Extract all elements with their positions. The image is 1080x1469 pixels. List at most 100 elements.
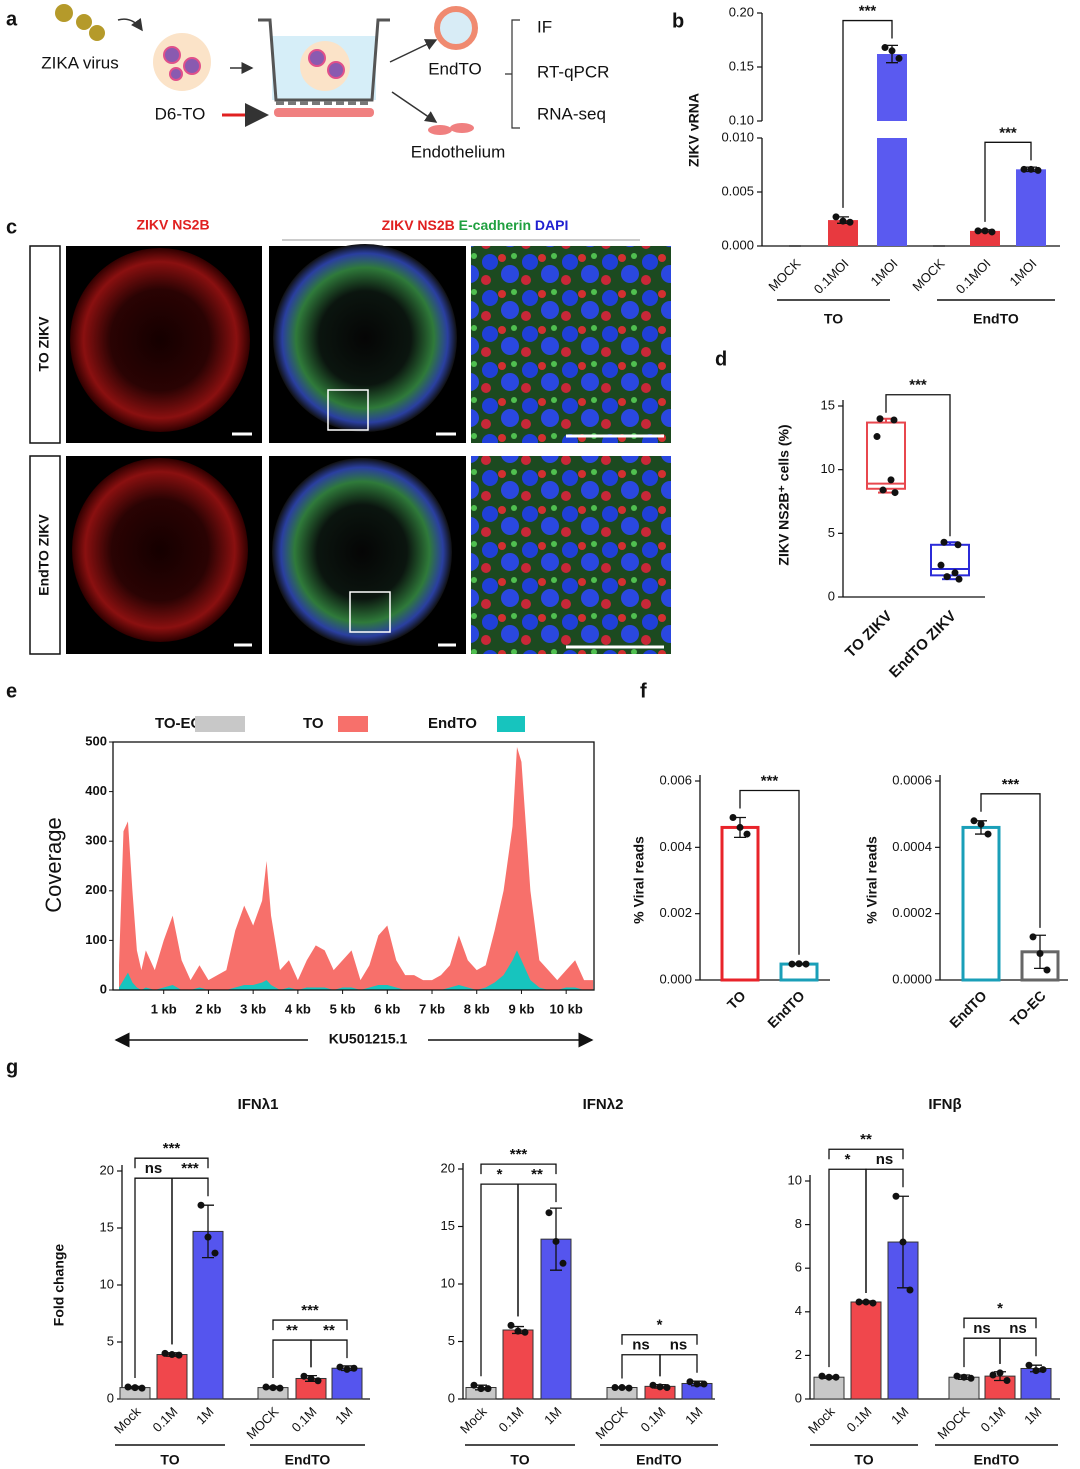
x-tick-label: EndTO ZIKV [886,608,960,682]
data-point [881,44,889,52]
y-tick-label: 0.0000 [892,971,932,986]
significance-bracket [842,19,893,208]
y-tick-label: 8 [795,1216,802,1231]
x-tick-label: 1M [682,1404,705,1427]
x-tick-label: 6 kb [374,1001,400,1016]
data-point [336,1363,344,1371]
y-tick-label: 0.010 [721,129,754,144]
data-point [1020,165,1028,173]
data-point [977,820,985,828]
data-point [1039,1366,1047,1374]
y-tick-label: 15 [441,1218,455,1233]
significance-label: *** [859,3,877,20]
label: ZIKA virus [41,53,118,72]
x-tick-label: 0.1M [844,1404,875,1435]
data-point [954,541,962,549]
cell-cluster [327,61,345,79]
y-tick-label: 0 [448,1390,455,1405]
data-point [989,1371,997,1379]
endto-icon [434,6,478,50]
data-point [953,1372,961,1380]
arrow [117,17,143,32]
data-point [1043,966,1051,974]
y-tick-label: 0.0006 [892,772,932,787]
group-label: EndTO [636,1452,682,1468]
transwell [258,18,390,102]
y-axis-label: % Viral reads [864,836,880,924]
data-point [996,1369,1004,1377]
data-point [943,573,951,581]
significance-label: * [497,1166,503,1183]
data-point [686,1378,694,1386]
y-axis-label: % Viral reads [631,836,647,924]
data-point [795,960,803,968]
significance-label: ns [876,1151,894,1168]
significance-bracket [865,1168,904,1293]
image-content [72,458,248,642]
data-point [484,1385,492,1393]
y-tick-label: 0.004 [659,839,692,854]
x-tick-label: 0.1M [289,1404,320,1435]
data-point [269,1384,277,1392]
significance-bracket [999,1337,1037,1364]
y-tick-label: 0.000 [659,971,692,986]
bar [192,1230,224,1400]
data-point [1003,1376,1011,1384]
x-tick-label: 0.1M [150,1404,181,1435]
legend-label: TO-EC [155,715,202,732]
endothelial-cell [428,125,452,135]
data-point [1034,166,1042,174]
data-point [514,1327,522,1335]
data-point [818,1372,826,1380]
endothelial-cell [450,123,474,133]
data-point [940,538,948,546]
data-point [204,1233,212,1241]
y-tick-label: 500 [85,733,107,748]
inset-box [327,389,369,431]
plot-frame [112,741,595,991]
y-axis-label: ZIKV NS2B⁺ cells (%) [776,424,792,565]
data-point [1036,949,1044,957]
data-point [960,1373,968,1381]
significance-bracket [984,141,1032,222]
significance-bracket [272,1339,312,1379]
column-title: ZIKV NS2B E-cadherin DAPI [382,217,569,233]
significance-bracket [980,793,1041,928]
significance-label: ** [286,1322,298,1339]
virus-icon [89,25,105,41]
data-point [307,1374,315,1382]
data-point [895,54,903,62]
y-tick-label: 0.20 [729,4,754,19]
x-tick-label: 1MOI [1006,256,1039,289]
y-tick-label: 10 [100,1276,114,1291]
data-point [892,1192,900,1200]
y-axis-label: Fold change [51,1244,67,1327]
y-tick-label: 0.002 [659,905,692,920]
data-point [175,1351,183,1359]
data-point [314,1377,322,1385]
data-point [729,813,737,821]
significance-label: ns [632,1337,650,1354]
significance-label: ** [323,1322,335,1339]
y-tick-label: 0.0004 [892,839,932,854]
data-point [559,1259,567,1267]
significance-label: *** [181,1160,199,1177]
y-tick-label: 0 [100,981,107,996]
y-tick-label: 0 [795,1390,802,1405]
cell-cluster [183,57,201,75]
image-content [272,458,452,646]
significance-label: ns [1009,1320,1027,1337]
row-label: TO ZIKV [36,316,52,372]
group-label: TO [160,1452,179,1468]
image [471,246,671,443]
x-tick-label: 10 kb [550,1001,583,1016]
data-point [211,1249,219,1257]
y-tick-label: 100 [85,932,107,947]
y-tick-label: 5 [828,525,835,540]
x-tick-label: 1M [332,1404,355,1427]
chart-title: IFNβ [928,1096,961,1113]
panel-label: a [6,8,18,30]
y-tick-label: 0 [107,1390,114,1405]
x-tick-label: 0.1MOI [953,256,994,297]
significance-bracket [963,1337,1001,1368]
